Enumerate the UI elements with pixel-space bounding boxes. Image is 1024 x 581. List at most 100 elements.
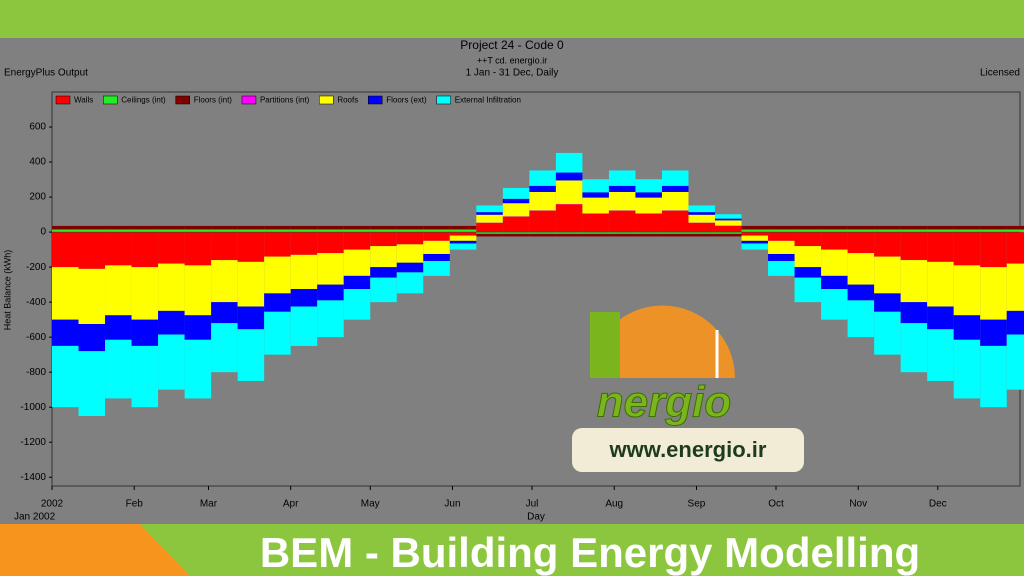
bar-segment (848, 232, 875, 253)
bar-segment (662, 211, 689, 232)
bar-segment (609, 192, 636, 210)
bar-segment (742, 229, 769, 232)
chart-period: 1 Jan - 31 Dec, Daily (466, 68, 559, 79)
bar-segment (609, 186, 636, 192)
bar-segment (79, 229, 106, 232)
bar-segment (503, 217, 530, 232)
bar-segment (397, 226, 424, 230)
bar-segment (317, 300, 344, 337)
x-tick-label: Jun (444, 499, 460, 510)
bar-segment (742, 243, 769, 249)
bar-segment (927, 229, 954, 232)
bar-segment (211, 260, 238, 302)
bar-segment (848, 300, 875, 337)
bar-segment (211, 229, 238, 232)
bar-segment (1007, 229, 1024, 232)
bar-segment (1007, 264, 1024, 311)
bar-segment (954, 315, 981, 340)
bar-segment (821, 229, 848, 232)
bar-segment (370, 267, 397, 278)
bar-segment (476, 212, 503, 215)
bar-segment (132, 267, 159, 320)
bar-segment (52, 346, 79, 407)
bar-segment (901, 302, 928, 323)
x-tick-label: Mar (200, 499, 218, 510)
bar-segment (582, 198, 609, 214)
bar-segment (954, 265, 981, 315)
legend-label: Walls (74, 96, 93, 105)
bar-segment (848, 226, 875, 230)
x-tick-label: Nov (849, 499, 867, 510)
bar-segment (132, 229, 159, 232)
bar-segment (874, 257, 901, 294)
bar-segment (688, 223, 715, 232)
bar-segment (105, 229, 132, 232)
legend-swatch (56, 96, 70, 104)
top-band (0, 0, 1024, 38)
bar-segment (768, 226, 795, 230)
bar-segment (635, 198, 662, 214)
bar-segment (79, 232, 106, 269)
bar-segment (742, 236, 769, 241)
bar-segment (980, 320, 1007, 346)
bar-segment (927, 226, 954, 230)
bar-segment (423, 261, 450, 276)
bar-segment (450, 232, 477, 236)
bar-segment (582, 179, 609, 192)
bar-segment (185, 315, 212, 340)
y-tick-label: -400 (26, 297, 46, 308)
bar-segment (291, 226, 318, 230)
bar-segment (317, 229, 344, 232)
bar-segment (848, 229, 875, 232)
bar-segment (715, 226, 742, 232)
bar-segment (609, 211, 636, 232)
legend-swatch (242, 96, 256, 104)
bar-segment (132, 226, 159, 230)
bar-segment (980, 346, 1007, 407)
bar-segment (795, 229, 822, 232)
bar-segment (291, 255, 318, 289)
bar-segment (954, 229, 981, 232)
bar-segment (980, 232, 1007, 267)
bar-segment (158, 229, 185, 232)
bar-segment (795, 267, 822, 278)
bar-segment (529, 186, 556, 192)
bar-segment (132, 320, 159, 346)
bar-segment (688, 234, 715, 237)
y-tick-label: 600 (29, 122, 46, 133)
bar-segment (503, 232, 530, 234)
bar-segment (450, 229, 477, 232)
bar-segment (370, 226, 397, 230)
bar-segment (52, 320, 79, 346)
legend-label: Floors (int) (194, 96, 233, 105)
bar-segment (238, 229, 265, 232)
bar-segment (980, 226, 1007, 230)
legend-label: Floors (ext) (386, 96, 427, 105)
x-tick-label: Jul (526, 499, 539, 510)
bar-segment (105, 315, 132, 340)
bar-segment (901, 226, 928, 230)
x-tick-label: Feb (126, 499, 144, 510)
bar-segment (79, 351, 106, 416)
bar-segment (344, 226, 371, 230)
x-tick-label: Aug (605, 499, 623, 510)
legend-swatch (437, 96, 451, 104)
bar-segment (52, 267, 79, 320)
bar-segment (185, 232, 212, 265)
bar-segment (370, 246, 397, 267)
bar-segment (635, 192, 662, 197)
bar-segment (821, 276, 848, 289)
bar-segment (105, 232, 132, 265)
bar-segment (1007, 335, 1024, 390)
bar-segment (901, 323, 928, 372)
bar-segment (529, 192, 556, 210)
bar-segment (927, 232, 954, 262)
bar-segment (662, 170, 689, 185)
bar-segment (344, 289, 371, 320)
bar-segment (52, 226, 79, 230)
bar-segment (291, 232, 318, 255)
bar-segment (52, 232, 79, 267)
bar-segment (79, 226, 106, 230)
legend-label: External Infiltration (455, 96, 521, 105)
bar-segment (158, 311, 185, 335)
